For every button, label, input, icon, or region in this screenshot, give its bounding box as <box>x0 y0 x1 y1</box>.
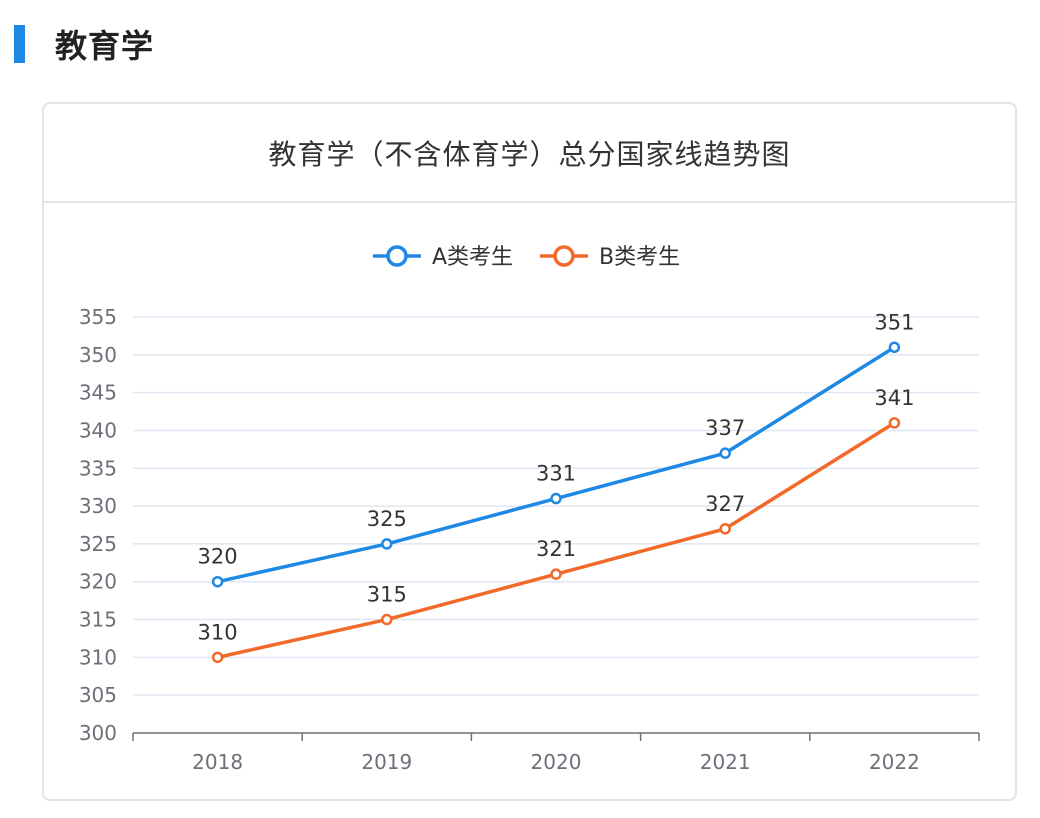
legend-label-2: B类考生 <box>599 245 680 270</box>
x-tick-label: 2021 <box>700 750 751 774</box>
data-label: 315 <box>367 583 407 607</box>
data-label: 310 <box>198 620 238 644</box>
data-point <box>719 447 731 459</box>
y-tick-label: 305 <box>79 683 117 707</box>
data-point <box>211 651 224 664</box>
data-label: 351 <box>874 310 914 334</box>
data-label: 327 <box>705 492 745 516</box>
data-point <box>888 417 901 429</box>
y-tick-label: 310 <box>79 645 117 669</box>
x-tick-label: 2020 <box>531 750 582 774</box>
data-point <box>381 538 393 550</box>
y-tick-label: 355 <box>79 305 117 329</box>
section-accent-bar <box>14 25 25 63</box>
y-tick-label: 315 <box>79 608 117 632</box>
y-tick-label: 345 <box>79 381 117 405</box>
chart-card: 教育学（不含体育学）总分国家线趋势图 <box>42 102 1017 801</box>
y-tick-label: 350 <box>79 343 117 367</box>
chart-title: 教育学（不含体育学）总分国家线趋势图 <box>268 137 791 171</box>
section-header: 教育学 <box>14 22 154 66</box>
data-label: 331 <box>536 462 576 486</box>
data-point <box>719 523 731 535</box>
y-tick-label: 340 <box>79 418 117 442</box>
x-tick-label: 2019 <box>361 750 412 774</box>
data-point <box>888 341 901 354</box>
legend-label-1: A类考生 <box>432 245 513 270</box>
legend-marker-2 <box>553 245 575 267</box>
data-label: 321 <box>536 537 576 561</box>
y-tick-label: 335 <box>79 456 117 480</box>
y-tick-label: 320 <box>79 570 117 594</box>
data-label: 325 <box>367 507 407 531</box>
data-point <box>381 613 393 626</box>
data-label: 320 <box>198 545 238 569</box>
data-point <box>211 575 224 588</box>
data-label: 337 <box>705 416 745 440</box>
data-label: 341 <box>874 386 914 410</box>
y-tick-label: 300 <box>79 721 117 745</box>
data-point <box>550 568 562 580</box>
x-tick-label: 2018 <box>192 750 243 774</box>
section-title: 教育学 <box>55 27 155 65</box>
chart-card-header: 教育学（不含体育学）总分国家线趋势图 <box>44 104 1015 203</box>
x-tick-label: 2022 <box>869 750 920 774</box>
data-point <box>550 492 562 505</box>
legend-marker-1 <box>386 245 408 267</box>
y-tick-label: 325 <box>79 532 117 556</box>
y-tick-label: 330 <box>79 494 117 518</box>
